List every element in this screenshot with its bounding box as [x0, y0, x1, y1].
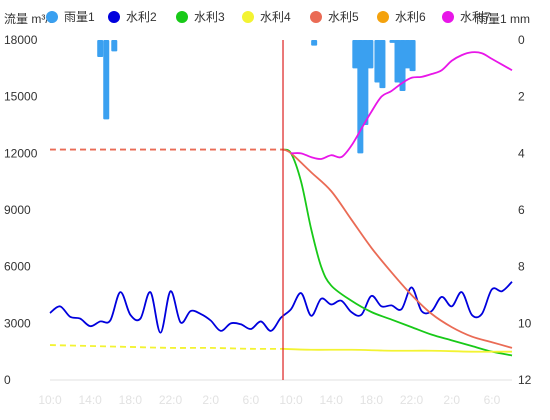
- left-tick-label: 9000: [4, 203, 31, 217]
- rain-bar: [103, 40, 110, 120]
- x-tick-label: 10:0: [38, 393, 62, 407]
- series-line: [282, 148, 513, 349]
- legend-label: 水利7: [460, 10, 491, 24]
- legend-item: 水利5: [310, 10, 359, 24]
- legend-marker: [242, 11, 254, 23]
- legend-marker: [377, 11, 389, 23]
- x-tick-label: 14:0: [320, 393, 344, 407]
- rain-bar: [111, 40, 118, 52]
- legend-item: 水利4: [242, 10, 291, 24]
- legend-label: 水利5: [328, 10, 359, 24]
- legend-marker: [310, 11, 322, 23]
- series-line: [282, 148, 513, 357]
- legend-marker: [176, 11, 188, 23]
- rain-bar: [367, 40, 374, 69]
- right-tick-label: 8: [518, 260, 525, 274]
- series-line: [49, 281, 513, 334]
- rain-bar: [357, 40, 364, 154]
- legend-label: 水利3: [194, 10, 225, 24]
- x-tick-label: 6:0: [484, 393, 501, 407]
- x-tick-label: 2:0: [202, 393, 219, 407]
- left-tick-label: 6000: [4, 260, 31, 274]
- rainfall-bars-layer: [97, 40, 416, 154]
- chart-legend-layer: 雨量1 水利2 水利3 水利4 水利5 水利6 水利7: [46, 10, 491, 24]
- x-tick-label: 2:0: [443, 393, 460, 407]
- chart-axes-layer: 0 3000 6000 9000 12000 15000 18000 0 2 4 6 8 10 12 流量 …: [4, 12, 532, 407]
- rain-bar: [389, 40, 396, 43]
- right-axis-title: 雨量1 mm: [476, 12, 530, 26]
- legend-label: 雨量1: [64, 10, 95, 24]
- left-tick-label: 3000: [4, 316, 31, 330]
- rain-bar: [311, 40, 318, 46]
- left-tick-label: 15000: [4, 90, 38, 104]
- legend-marker: [108, 11, 120, 23]
- left-tick-label: 18000: [4, 33, 38, 47]
- legend-item: 水利7: [442, 10, 491, 24]
- rain-bar: [362, 40, 369, 125]
- right-tick-label: 10: [518, 316, 532, 330]
- rain-bar: [399, 40, 406, 91]
- x-tick-label: 18:0: [119, 393, 143, 407]
- legend-marker: [46, 11, 58, 23]
- right-tick-label: 4: [518, 146, 525, 160]
- x-tick-label: 6:0: [243, 393, 260, 407]
- rain-bar: [374, 40, 381, 83]
- flow-series-layer: [49, 40, 513, 380]
- left-axis-title: 流量 m³/s: [4, 12, 55, 26]
- rain-bar: [409, 40, 416, 72]
- rain-bar: [97, 40, 104, 57]
- legend-label: 水利2: [126, 10, 157, 24]
- series-line: [291, 51, 513, 160]
- x-tick-label: 18:0: [360, 393, 384, 407]
- right-tick-label: 0: [518, 33, 525, 47]
- legend-item: 水利3: [176, 10, 225, 24]
- legend-item: 水利6: [377, 10, 426, 24]
- x-tick-label: 22:0: [400, 393, 424, 407]
- left-tick-label: 0: [4, 373, 11, 387]
- legend-item: 雨量1: [46, 10, 95, 24]
- rain-bar: [379, 40, 386, 89]
- series-line: [49, 344, 284, 350]
- right-tick-label: 2: [518, 90, 525, 104]
- rain-bar: [352, 40, 359, 69]
- legend-item: 水利2: [108, 10, 157, 24]
- left-tick-label: 12000: [4, 146, 38, 160]
- right-tick-label: 12: [518, 373, 532, 387]
- legend-marker: [442, 11, 454, 23]
- rain-bar: [404, 40, 411, 69]
- x-tick-label: 22:0: [159, 393, 183, 407]
- series-line: [282, 347, 513, 353]
- legend-label: 水利4: [260, 10, 291, 24]
- legend-label: 水利6: [395, 10, 426, 24]
- x-tick-label: 14:0: [78, 393, 102, 407]
- rain-bar: [394, 40, 401, 83]
- x-tick-label: 10:0: [279, 393, 303, 407]
- right-tick-label: 6: [518, 203, 525, 217]
